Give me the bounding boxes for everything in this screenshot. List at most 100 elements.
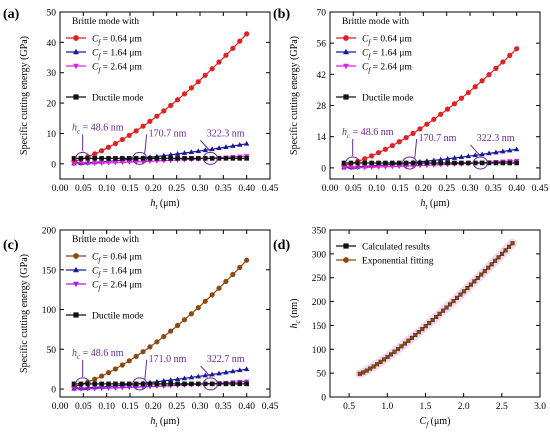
data-point xyxy=(85,156,91,161)
x-tick-label: 0.30 xyxy=(192,402,209,412)
data-point xyxy=(396,160,402,166)
data-point xyxy=(196,156,201,161)
data-point xyxy=(154,381,160,387)
data-point xyxy=(466,160,471,166)
legend-label-var: C xyxy=(92,267,99,277)
data-point xyxy=(202,147,208,153)
data-point xyxy=(113,156,118,161)
legend-label-sub: f xyxy=(98,53,101,61)
data-point xyxy=(209,156,215,161)
legend-title: Brittle mode with xyxy=(72,17,139,27)
data-point xyxy=(98,386,105,392)
data-point xyxy=(514,160,519,166)
annotation-sub: c xyxy=(77,353,81,361)
data-point xyxy=(444,155,451,161)
data-point xyxy=(216,59,222,65)
series-4 xyxy=(71,381,249,387)
data-point xyxy=(85,381,91,387)
y-axis-label-var: h xyxy=(289,324,300,329)
data-point xyxy=(465,153,472,159)
data-point xyxy=(486,265,491,270)
data-point xyxy=(133,385,139,391)
data-point xyxy=(230,156,236,161)
data-point xyxy=(161,156,167,161)
annotation-label: 171.0 nm xyxy=(149,354,187,365)
legend-marker xyxy=(343,243,349,249)
plot-frame xyxy=(329,229,541,398)
panel-label: (d) xyxy=(273,238,290,253)
annotations: hc = 48.6 nm 171.0 nm 322.7 nm xyxy=(72,348,245,391)
x-tick-label: 0.35 xyxy=(215,402,232,412)
data-point xyxy=(396,139,402,145)
annotation-arrow xyxy=(200,140,211,152)
data-point xyxy=(392,349,397,354)
data-point xyxy=(451,101,458,107)
data-point xyxy=(244,31,250,37)
x-tick-label: 0.25 xyxy=(438,184,455,194)
legend-label-sub: f xyxy=(98,67,101,75)
x-axis-label-var: h xyxy=(150,416,155,427)
legend-label: Ductile mode xyxy=(92,312,143,322)
chart-panel-3: (c) 0.00 0.05 0.10 0.15 0.20 0.25 0.30 0.35 0.40 0… xyxy=(3,227,279,430)
data-point xyxy=(92,156,98,161)
data-point xyxy=(420,327,425,332)
data-point xyxy=(368,366,373,371)
series-2 xyxy=(71,140,250,166)
x-tick-label: 0.05 xyxy=(345,184,362,194)
data-point xyxy=(382,357,386,362)
annotation-value: = 48.6 nm xyxy=(80,348,124,359)
plot-frame xyxy=(329,11,541,180)
data-point xyxy=(237,264,243,271)
x-tick-label: 0.45 xyxy=(262,184,279,194)
data-point xyxy=(188,374,195,380)
data-point xyxy=(216,145,222,151)
data-point xyxy=(514,46,520,52)
annotation-arrow xyxy=(200,365,211,378)
data-point xyxy=(216,156,222,161)
x-tick-label: 1.5 xyxy=(420,402,432,412)
data-point xyxy=(126,160,132,166)
data-point xyxy=(465,89,471,96)
legend-label: Cf = 2.64 μm xyxy=(92,281,142,293)
data-point xyxy=(431,116,437,122)
data-point xyxy=(237,381,243,387)
legend-marker xyxy=(73,35,79,41)
x-axis-label: ht (μm) xyxy=(420,198,449,211)
y-axis-label-unit: (nm) xyxy=(289,298,300,320)
x-tick-label: 0.45 xyxy=(262,402,279,412)
plot-frame xyxy=(59,229,271,398)
data-point xyxy=(85,386,91,392)
data-point xyxy=(417,160,423,166)
data-point xyxy=(195,305,201,311)
data-point xyxy=(503,248,508,253)
data-point xyxy=(424,160,430,166)
data-point xyxy=(230,143,236,148)
legend-marker xyxy=(73,281,79,288)
data-point xyxy=(188,85,195,91)
data-point xyxy=(105,144,112,150)
data-point xyxy=(424,121,430,127)
data-point xyxy=(182,156,187,161)
data-point xyxy=(465,286,470,290)
data-point xyxy=(105,160,112,166)
data-point xyxy=(500,148,506,154)
data-point xyxy=(112,385,119,391)
data-point xyxy=(181,150,188,155)
data-point xyxy=(195,148,202,154)
x-tick-label: 0.15 xyxy=(392,184,409,194)
data-point xyxy=(168,381,173,387)
legend-label-value: = 0.64 μm xyxy=(370,35,412,45)
legend-label: Cf = 2.64 μm xyxy=(362,63,412,75)
legend-label-sub: f xyxy=(368,53,371,61)
data-point xyxy=(513,146,520,152)
legend-label: Calculated results xyxy=(362,243,430,253)
data-point xyxy=(244,381,249,387)
data-point xyxy=(389,164,396,170)
data-point xyxy=(459,160,464,166)
legend-label-value: = 1.64 μm xyxy=(100,49,142,59)
series-2 xyxy=(71,366,250,391)
data-point xyxy=(437,156,444,162)
data-point xyxy=(119,136,125,143)
data-point xyxy=(348,165,354,171)
legend-label-value: = 0.64 μm xyxy=(100,35,142,45)
